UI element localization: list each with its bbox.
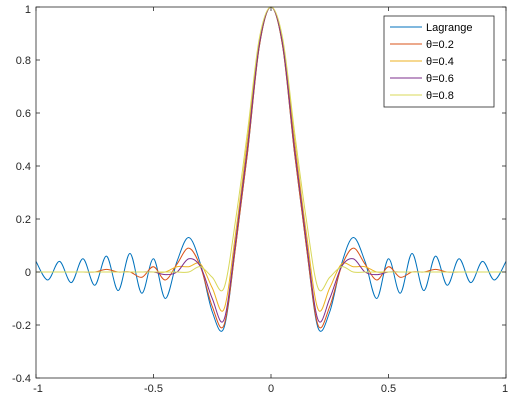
x-tick-label: 0: [268, 383, 274, 395]
legend-label-3: θ=0.4: [426, 56, 454, 68]
x-tick-label: 1: [502, 383, 508, 395]
x-tick-label: -1: [33, 383, 43, 395]
x-tick-label: 0.5: [381, 383, 396, 395]
ticks-layer: -1 -0.5 0 0.5 1 -0.4 -0.2 0 0.2 0.4 0.6 0.8 1: [12, 4, 508, 395]
y-tick-label: 0.2: [16, 214, 31, 226]
y-tick-label: 0.6: [16, 108, 31, 120]
legend-label-2: θ=0.2: [426, 39, 454, 51]
x-tick-label: -0.5: [144, 383, 163, 395]
y-tick-label: 1: [25, 4, 31, 16]
legend-label-5: θ=0.8: [426, 90, 454, 102]
y-tick-label: -0.4: [12, 373, 31, 385]
legend-label-1: Lagrange: [426, 22, 473, 34]
y-tick-label: 0.8: [16, 55, 31, 67]
y-tick-label: 0: [25, 267, 31, 279]
legend-label-4: θ=0.6: [426, 73, 454, 85]
legend: Lagrange θ=0.2 θ=0.4 θ=0.6 θ=0.8: [383, 15, 495, 108]
y-tick-label: 0.4: [16, 161, 31, 173]
y-tick-label: -0.2: [12, 320, 31, 332]
